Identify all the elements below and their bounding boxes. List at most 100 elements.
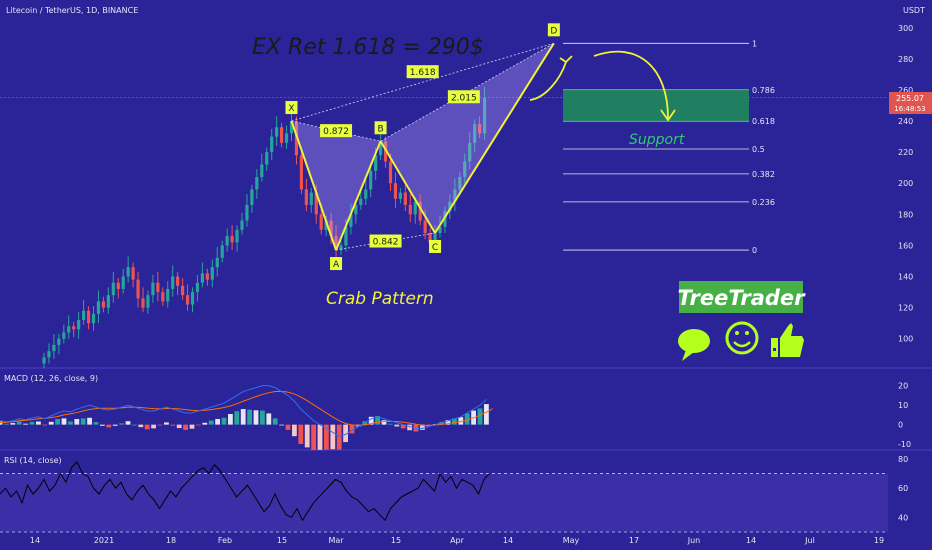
brand-badge [679, 281, 803, 313]
macd-histogram-bar [477, 408, 483, 425]
ratio-label-box [447, 90, 480, 104]
crab-harmonic-pattern: 0.872 0.842 1.618 2.015 X A B C D [285, 23, 560, 271]
candle-body [146, 295, 150, 308]
candle-body [423, 220, 427, 233]
time-tick-label: 2021 [94, 536, 114, 545]
macd-histogram-bar [125, 421, 131, 425]
price-tick-label: 100 [898, 335, 913, 344]
macd-histogram-bar [4, 423, 9, 425]
candle-body [151, 282, 155, 296]
candle-body [106, 295, 110, 308]
current-price-value: 255.07 [896, 94, 924, 103]
time-tick-label: Jun [687, 536, 701, 545]
candle-body [250, 189, 254, 205]
pattern-triangle-xab [291, 121, 381, 251]
candle-body [453, 189, 457, 202]
pattern-point-box [330, 257, 343, 271]
candle-body [299, 155, 303, 190]
time-tick-label: 19 [874, 536, 884, 545]
candle-body [433, 232, 437, 243]
time-tick-label: 14 [746, 536, 756, 545]
pattern-triangle-bcd [380, 43, 554, 233]
macd-histogram-bar [253, 410, 259, 425]
candle-body [220, 245, 224, 258]
price-tick-label: 260 [898, 86, 913, 95]
candle-body [379, 141, 383, 156]
time-tick-label: Jul [804, 536, 815, 545]
macd-title: MACD (12, 26, close, 9) [4, 374, 98, 383]
macd-histogram-bar [400, 424, 406, 429]
candle-body [374, 155, 378, 171]
macd-histogram-bar [74, 419, 80, 425]
time-tick-label: May [563, 536, 580, 545]
ratio-label-box [320, 124, 353, 138]
rsi-line [0, 460, 490, 522]
macd-tick-label: -10 [898, 440, 911, 449]
candle-body [52, 344, 56, 352]
rsi-band [0, 473, 888, 532]
macd-histogram-bar [368, 416, 374, 425]
pattern-point-box [285, 101, 298, 115]
macd-histogram-bar [55, 419, 60, 425]
candle-body [478, 124, 482, 134]
candle-body [255, 177, 259, 190]
candle-body [324, 220, 328, 230]
fib-level-label: 1 [752, 39, 757, 48]
macd-histogram-bar [464, 413, 470, 425]
macd-histogram-bar [29, 421, 35, 425]
macd-histogram-bar [240, 409, 246, 425]
projection-arrow-down [593, 50, 669, 119]
macd-histogram-bar [157, 424, 163, 426]
candle-body [438, 226, 442, 233]
candle-body [309, 192, 313, 205]
time-tick-label: Apr [450, 536, 465, 545]
projection-arrow-up [529, 61, 567, 101]
candle-body [181, 285, 185, 296]
macd-histogram-bar [221, 417, 227, 425]
macd-histogram-bar [23, 423, 28, 425]
macd-tick-label: 20 [898, 382, 908, 391]
candle-body [190, 292, 195, 305]
speech-bubble-icon [678, 329, 710, 361]
time-tick-label: 18 [166, 536, 176, 545]
pattern-point-box [547, 23, 560, 37]
rsi-tick-label: 80 [898, 455, 908, 464]
candle-body [131, 267, 135, 280]
macd-histogram-bar [183, 424, 188, 430]
candle-body [91, 313, 96, 324]
price-tick-label: 300 [898, 24, 913, 33]
macd-histogram-bar [343, 424, 348, 443]
candle-body [67, 326, 71, 333]
ratio-connector [380, 42, 555, 142]
price-tick-label: 200 [898, 179, 913, 188]
symbol-header: Litecoin / TetherUS, 1D, BINANCE [6, 6, 138, 15]
macd-histogram-bar [381, 420, 387, 425]
macd-histogram-bar [272, 418, 278, 425]
macd-histogram-bar [100, 424, 105, 426]
time-axis: 14 2021 18 Feb 15 Mar 15 Apr 14 May 17 Jun 14 Jul 19 [30, 536, 884, 545]
macd-histogram-bar [324, 424, 329, 450]
smiley-face-icon [725, 321, 759, 355]
time-tick-label: 14 [503, 536, 513, 545]
candle-body [200, 273, 204, 283]
ratio-label-box [369, 234, 402, 248]
time-tick-label: 14 [30, 536, 40, 545]
candle-body [304, 189, 308, 205]
price-tick-label: 180 [898, 210, 913, 219]
candle-body [42, 357, 46, 364]
macd-histogram-bar [112, 424, 118, 426]
macd-histogram-bar [138, 424, 144, 428]
fib-level-label: 0.618 [752, 117, 775, 126]
candle-body [280, 127, 284, 143]
time-tick-label: Mar [328, 536, 344, 545]
macd-histogram-bar [458, 417, 464, 425]
ratio-label: 2.015 [451, 93, 477, 103]
candle-body [185, 295, 190, 305]
price-tick-label: 120 [898, 304, 913, 313]
candle-body [284, 133, 289, 143]
price-tick-label: 280 [898, 55, 913, 64]
macd-histogram-bar [132, 424, 137, 426]
macd-histogram-bar [279, 424, 284, 426]
macd-pane: 20 10 0 -10 [0, 382, 911, 451]
